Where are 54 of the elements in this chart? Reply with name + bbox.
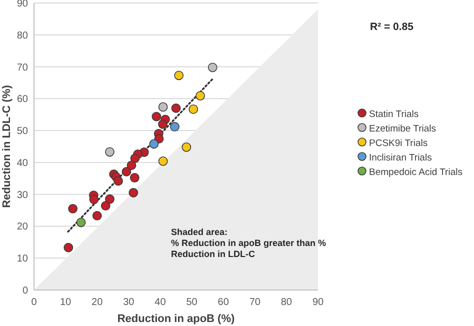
legend-label: PCSK9i Trials	[369, 138, 428, 149]
point	[182, 142, 192, 152]
y-tick-label: 40	[16, 158, 28, 169]
point	[64, 242, 74, 252]
text: R² = 0.85	[370, 21, 414, 33]
point	[196, 91, 205, 100]
point	[152, 112, 162, 122]
point	[130, 173, 140, 182]
point	[170, 122, 180, 132]
point	[208, 62, 218, 72]
y-tick-label: 70	[16, 62, 28, 74]
x-tick-label: 80	[280, 297, 292, 308]
point	[128, 188, 138, 198]
y-tick-label: 60	[16, 94, 28, 106]
y-tick-label: 80	[16, 30, 28, 42]
point	[122, 166, 132, 176]
point	[130, 154, 140, 163]
point	[171, 104, 181, 113]
annotation: Shaded area: % Reduction in apoB greater than % Reduction in LDL-C	[171, 227, 326, 259]
x-tick-label: 70	[249, 297, 261, 308]
x-tick-label: 20	[92, 297, 104, 308]
point	[188, 104, 198, 114]
point	[174, 70, 184, 80]
point	[100, 201, 110, 211]
x-tick-label: 0	[31, 297, 38, 308]
point	[158, 119, 168, 129]
legend-label: Bempedoic Acid Trials	[369, 167, 463, 178]
y-axis-title: Reduction in LDL-C (%)	[1, 84, 13, 208]
point	[158, 102, 168, 112]
x-tick-label: 30	[123, 297, 135, 308]
x-tick-label: 40	[154, 297, 166, 308]
y-tick-label: 0	[22, 286, 28, 296]
y-tick-label: 10	[16, 254, 28, 265]
point	[68, 204, 78, 214]
point	[105, 194, 114, 204]
y-tick-label: 30	[16, 190, 28, 201]
x-tick-label: 10	[60, 297, 72, 308]
x-tick-label: 60	[218, 297, 230, 308]
point	[105, 147, 114, 157]
legend-label: Statin Trials	[369, 109, 419, 120]
point	[158, 156, 168, 166]
x-tick-label: 90	[312, 297, 324, 308]
x-axis-title: Reduction in apoB (%)	[117, 313, 235, 325]
point	[114, 176, 123, 186]
point	[126, 160, 136, 170]
y-tick-label: 50	[16, 126, 28, 138]
point	[92, 211, 102, 220]
x-tick-label: 50	[186, 297, 198, 308]
point	[76, 218, 86, 228]
point	[89, 194, 99, 204]
legend-label: Inclisiran Trials	[369, 152, 432, 164]
legend-label: Ezetimibe Trials	[369, 124, 436, 134]
y-tick-label: 20	[16, 222, 28, 233]
point	[149, 139, 159, 149]
